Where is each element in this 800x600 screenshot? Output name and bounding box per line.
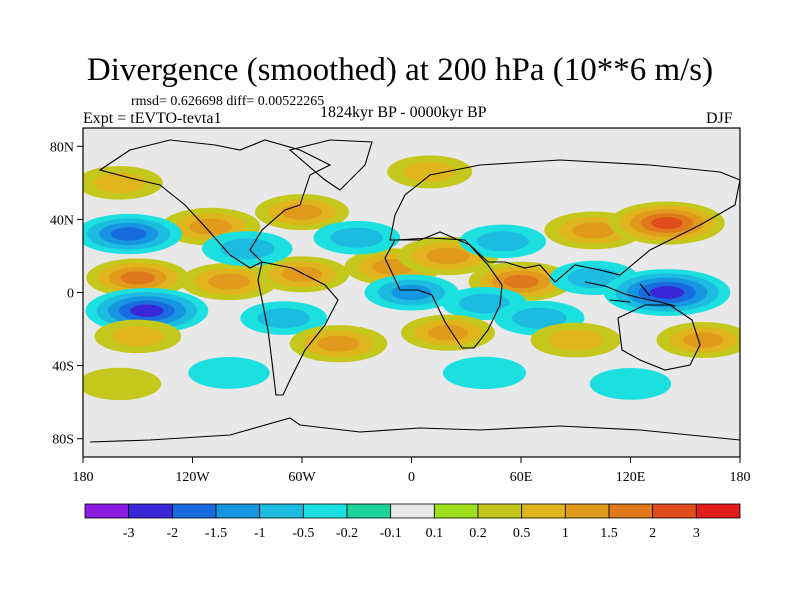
y-tick-label-4: 80S bbox=[52, 433, 74, 448]
maritime-continent-coast bbox=[584, 281, 676, 307]
north-america-coast bbox=[98, 139, 332, 269]
axes: 180 120W 60W 0 60E 120E 180 80N 40N 0 40S 80S bbox=[50, 140, 751, 485]
colorbar-swatch-2 bbox=[171, 503, 217, 519]
field-blob-28 bbox=[188, 357, 270, 389]
colorbar-label-4: -0.5 bbox=[292, 526, 314, 541]
colorbar-label-9: 0.5 bbox=[513, 526, 531, 541]
field-blob-26 bbox=[548, 329, 603, 351]
y-tick-label-0: 80N bbox=[50, 140, 74, 155]
colorbar-swatch-7 bbox=[390, 503, 435, 519]
field-blob-30 bbox=[83, 367, 162, 401]
field-blob-31 bbox=[589, 367, 672, 400]
period-label: 1824kyr BP - 0000kyr BP bbox=[320, 104, 487, 121]
antarctica-coast bbox=[89, 417, 740, 443]
colorbar-label-1: -2 bbox=[166, 526, 178, 541]
colorbar-swatch-3 bbox=[215, 503, 261, 519]
field-blob-17 bbox=[459, 293, 510, 314]
south-america-coast bbox=[257, 261, 339, 396]
colorbar-swatch-1 bbox=[128, 503, 173, 519]
colorbar-label-12: 2 bbox=[649, 526, 656, 541]
colorbar-label-11: 1.5 bbox=[600, 526, 618, 541]
australia-coast bbox=[617, 304, 701, 371]
field-blob-16 bbox=[391, 284, 432, 301]
y-tick-label-2: 0 bbox=[67, 287, 74, 302]
x-tick-label-5: 120E bbox=[616, 470, 646, 485]
field-blob-18 bbox=[567, 267, 621, 289]
colorbar-label-10: 1 bbox=[562, 526, 569, 541]
colorbar-swatch-11 bbox=[564, 503, 610, 519]
x-tick-label-3: 0 bbox=[408, 470, 415, 485]
field-blob-5 bbox=[503, 274, 539, 289]
colorbar-swatch-8 bbox=[433, 503, 479, 519]
field-blob-8 bbox=[189, 218, 233, 235]
field-blob-20 bbox=[130, 304, 164, 317]
field-blob-15 bbox=[476, 231, 529, 252]
x-tick-label-2: 60W bbox=[288, 470, 316, 485]
coastlines bbox=[89, 139, 740, 443]
field-blob-27 bbox=[683, 332, 724, 348]
field-blob-11 bbox=[404, 161, 456, 182]
field-blob-23 bbox=[317, 335, 360, 352]
colorbar-swatch-13 bbox=[652, 503, 697, 519]
experiment-label: Expt = tEVTO-tevta1 bbox=[83, 110, 222, 127]
colorbar-swatch-5 bbox=[302, 503, 348, 519]
greenland-coast bbox=[288, 139, 373, 191]
field-blob-0 bbox=[120, 271, 155, 285]
colorbar-label-7: 0.1 bbox=[426, 526, 444, 541]
field-blob-24 bbox=[427, 324, 469, 341]
chart-title: Divergence (smoothed) at 200 hPa (10**6 … bbox=[86, 52, 714, 88]
field-blob-19 bbox=[649, 286, 685, 299]
colorbar-label-5: -0.2 bbox=[336, 526, 358, 541]
y-tick-label-3: 40S bbox=[52, 360, 74, 375]
colorbar-swatch-12 bbox=[608, 503, 654, 519]
field-blob-12 bbox=[110, 227, 147, 241]
field-blob-10 bbox=[93, 172, 146, 193]
field-blob-29 bbox=[442, 356, 527, 390]
colorbar: -3 -2 -1.5 -1 -0.5 -0.2 -0.1 0.1 0.2 0.5 1 1.5 2 3 bbox=[84, 503, 741, 541]
colorbar-label-3: -1 bbox=[254, 526, 266, 541]
field-blob-14 bbox=[330, 227, 383, 248]
colorbar-swatch-9 bbox=[477, 503, 523, 519]
colorbar-label-6: -0.1 bbox=[380, 526, 402, 541]
field-blob-6 bbox=[572, 222, 616, 239]
eurasia-coast bbox=[389, 159, 740, 283]
field-blob-21 bbox=[111, 326, 164, 347]
divergence-field bbox=[83, 128, 740, 457]
colorbar-label-8: 0.2 bbox=[469, 526, 487, 541]
stats-label: rmsd= 0.626698 diff= 0.00522265 bbox=[131, 94, 325, 109]
colorbar-swatch-0 bbox=[84, 503, 130, 519]
x-tick-label-1: 120W bbox=[175, 470, 210, 485]
x-tick-label-6: 180 bbox=[730, 470, 751, 485]
field-blob-9 bbox=[281, 204, 323, 220]
field-blob-2 bbox=[281, 266, 323, 282]
field-blob-25 bbox=[512, 307, 567, 329]
x-tick-label-0: 180 bbox=[73, 470, 94, 485]
africa-coast bbox=[384, 237, 503, 349]
season-label: DJF bbox=[706, 110, 733, 127]
colorbar-swatch-10 bbox=[521, 503, 566, 519]
x-tick-label-4: 60E bbox=[510, 470, 533, 485]
colorbar-swatch-14 bbox=[695, 503, 741, 519]
field-blob-13 bbox=[220, 238, 275, 260]
field-blob-1 bbox=[208, 273, 250, 290]
colorbar-swatch-4 bbox=[259, 503, 304, 519]
colorbar-label-13: 3 bbox=[693, 526, 700, 541]
colorbar-label-2: -1.5 bbox=[205, 526, 227, 541]
y-tick-label-1: 40N bbox=[50, 213, 74, 228]
field-blob-7 bbox=[651, 217, 683, 229]
field-blob-4 bbox=[426, 247, 470, 265]
field-blob-22 bbox=[257, 308, 310, 329]
colorbar-label-0: -3 bbox=[123, 526, 135, 541]
colorbar-swatch-6 bbox=[346, 503, 392, 519]
